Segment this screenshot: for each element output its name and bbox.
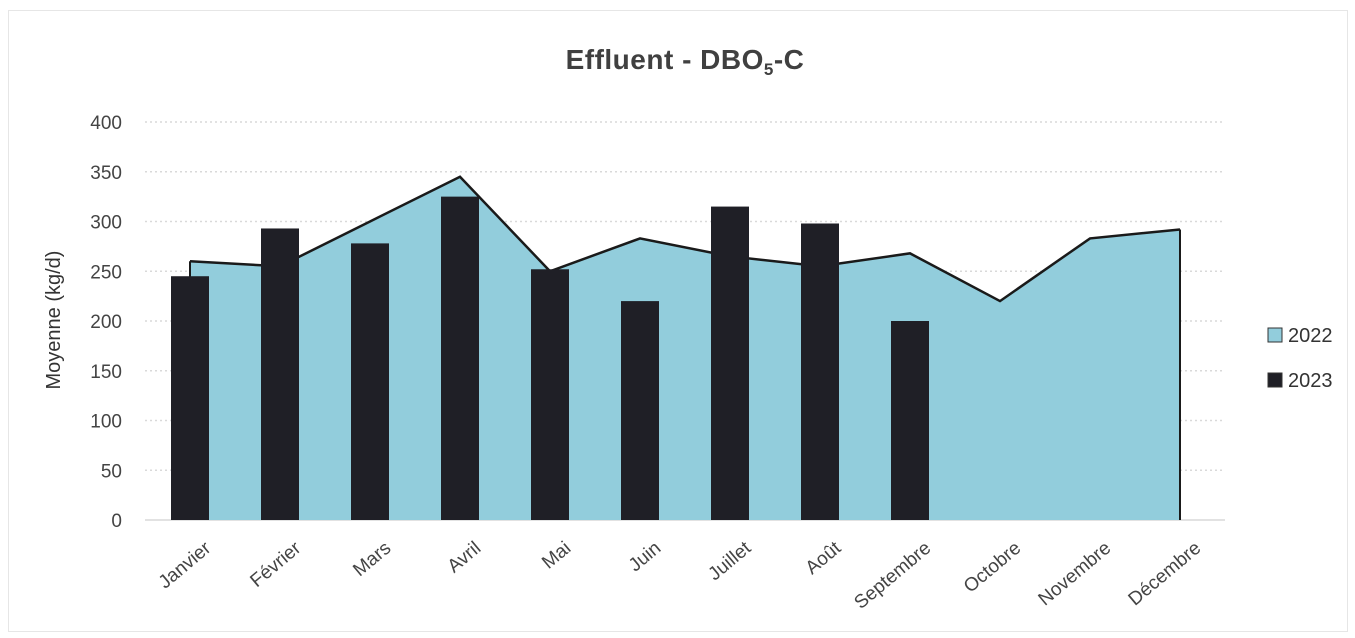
bar-2023-8 [801, 223, 839, 521]
bar-2023-9 [891, 321, 929, 520]
y-tick-label: 350 [90, 163, 122, 184]
legend: 2022 2023 [1267, 325, 1333, 392]
y-tick-label: 250 [90, 262, 122, 283]
x-tick-label: Novembre [1035, 538, 1116, 610]
legend-swatch-2023 [1267, 372, 1283, 388]
bar-2023-7 [711, 206, 749, 520]
y-tick-label: 100 [90, 412, 122, 433]
legend-swatch-2022 [1267, 327, 1283, 343]
bar-2023-4 [441, 196, 479, 520]
y-tick-label: 50 [101, 461, 122, 482]
y-axis-label: Moyenne (kg/d) [43, 251, 65, 390]
x-tick-label: Avril [444, 538, 486, 578]
x-tick-label: Octobre [960, 538, 1025, 598]
x-tick-label: Septembre [851, 538, 936, 614]
y-tick-label: 0 [111, 511, 122, 532]
series-2023-bars [171, 196, 929, 521]
area-fill-2022 [190, 176, 1180, 520]
bar-2023-1 [171, 276, 209, 520]
x-tick-label: Février [246, 537, 305, 592]
x-tick-label: Mars [349, 538, 395, 581]
y-tick-label: 300 [90, 213, 122, 234]
x-tick-label: Janvier [155, 537, 216, 593]
x-tick-label: Juin [625, 538, 665, 576]
x-tick-label: Décembre [1125, 538, 1206, 610]
bar-2023-3 [351, 243, 389, 520]
area-line-2022 [189, 175, 1181, 303]
y-tick-label: 400 [90, 113, 122, 134]
y-axis-ticks: 0 50 100 150 200 250 300 350 400 [90, 113, 122, 532]
legend-label-2023: 2023 [1288, 370, 1333, 392]
x-axis-ticks: Janvier Février Mars Avril Mai Juin Juillet Aoû… [155, 537, 1205, 613]
bar-2023-5 [531, 269, 569, 520]
y-tick-label: 200 [90, 312, 122, 333]
bar-2023-2 [261, 228, 299, 520]
y-tick-label: 150 [90, 362, 122, 383]
bar-2023-6 [621, 301, 659, 520]
series-2022-area [189, 175, 1181, 520]
x-tick-label: Mai [538, 538, 575, 574]
chart-title: Effluent - DBO5-C [565, 44, 805, 79]
legend-label-2022: 2022 [1288, 325, 1333, 347]
x-tick-label: Juillet [705, 537, 756, 585]
x-tick-label: Août [802, 537, 846, 579]
